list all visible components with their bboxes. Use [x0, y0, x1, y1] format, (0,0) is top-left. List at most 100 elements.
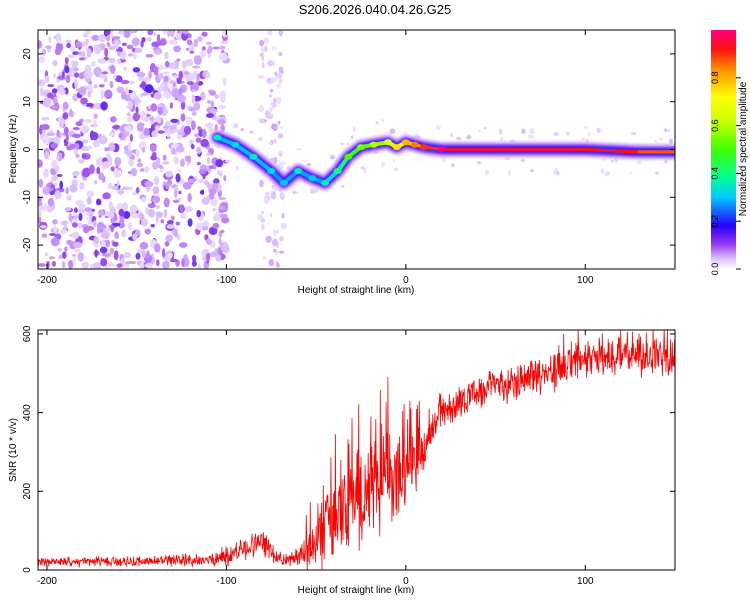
- noise-speckle: [201, 221, 208, 227]
- noise-speckle: [78, 57, 86, 61]
- ridge-peak: [213, 134, 222, 141]
- noise-speckle: [98, 209, 105, 216]
- noise-speckle: [249, 130, 254, 134]
- noise-speckle: [128, 221, 132, 231]
- noise-speckle: [195, 222, 203, 231]
- noise-speckle: [73, 214, 78, 220]
- noise-speckle: [215, 159, 223, 168]
- noise-speckle: [483, 126, 486, 130]
- noise-speckle: [69, 108, 73, 116]
- noise-speckle: [208, 165, 215, 170]
- noise-speckle: [206, 238, 212, 245]
- noise-speckle: [139, 168, 145, 172]
- noise-speckle: [196, 73, 200, 84]
- noise-speckle: [111, 185, 119, 191]
- noise-speckle: [138, 213, 145, 220]
- noise-speckle: [64, 65, 70, 74]
- noise-speckle: [128, 158, 135, 167]
- y-tick-label: 200: [22, 483, 33, 500]
- noise-speckle: [194, 133, 200, 138]
- noise-speckle: [414, 132, 419, 136]
- noise-speckle: [276, 229, 280, 234]
- noise-speckle: [223, 175, 227, 182]
- noise-speckle: [41, 233, 48, 238]
- noise-speckle: [72, 93, 79, 102]
- x-tick-label: -100: [216, 275, 236, 286]
- noise-speckle: [381, 119, 385, 122]
- noise-speckle: [73, 242, 83, 249]
- ridge-peak: [308, 175, 317, 182]
- noise-speckle: [380, 161, 385, 168]
- noise-speckle: [178, 87, 183, 96]
- noise-speckle: [79, 118, 84, 123]
- noise-speckle: [83, 70, 93, 79]
- noise-speckle: [201, 31, 208, 37]
- noise-speckle: [263, 37, 269, 44]
- noise-speckle: [159, 168, 164, 173]
- noise-speckle: [156, 48, 161, 55]
- noise-speckle: [48, 256, 55, 260]
- noise-speckle: [104, 89, 113, 100]
- noise-speckle: [629, 171, 633, 174]
- noise-speckle: [208, 188, 217, 196]
- snr-plot-area: [38, 330, 675, 570]
- noise-speckle: [504, 156, 510, 161]
- noise-speckle: [170, 118, 179, 123]
- noise-speckle: [520, 158, 526, 163]
- noise-speckle: [566, 131, 570, 134]
- noise-speckle: [450, 132, 454, 138]
- noise-speckle: [313, 187, 319, 194]
- noise-speckle: [261, 223, 265, 231]
- noise-speckle: [122, 186, 130, 190]
- noise-speckle: [164, 51, 169, 60]
- y-tick-label: -20: [22, 237, 33, 252]
- noise-speckle: [205, 71, 211, 79]
- noise-speckle: [153, 65, 159, 76]
- noise-speckle: [62, 101, 69, 110]
- noise-speckle: [292, 190, 297, 194]
- noise-speckle: [271, 238, 278, 247]
- noise-speckle: [147, 203, 156, 209]
- noise-speckle: [273, 156, 278, 164]
- noise-speckle: [165, 234, 174, 242]
- noise-speckle: [72, 67, 79, 72]
- noise-speckle: [92, 262, 102, 269]
- noise-speckle: [99, 74, 108, 79]
- noise-speckle: [125, 86, 129, 95]
- noise-speckle: [669, 138, 673, 145]
- noise-speckle: [143, 166, 150, 173]
- noise-speckle: [200, 91, 206, 101]
- noise-speckle: [264, 45, 268, 52]
- noise-speckle: [47, 197, 54, 207]
- snr-x-axis: -200 -100 0 100: [37, 330, 594, 587]
- noise-speckle: [91, 208, 96, 212]
- noise-speckle: [219, 45, 226, 50]
- noise-speckle: [102, 192, 111, 200]
- colorbar-tick-label: 0.4: [710, 167, 720, 180]
- spectrogram-x-label: Height of straight line (km): [298, 285, 415, 296]
- noise-speckle: [93, 141, 100, 147]
- ridge-peak: [383, 139, 392, 146]
- noise-speckle: [340, 142, 344, 146]
- noise-speckle: [137, 248, 143, 254]
- noise-speckle: [154, 176, 159, 186]
- noise-speckle: [655, 171, 659, 175]
- noise-speckle: [169, 79, 174, 85]
- noise-speckle: [131, 37, 140, 47]
- noise-speckle: [145, 206, 149, 215]
- noise-speckle: [278, 79, 283, 84]
- noise-speckle: [306, 163, 312, 166]
- noise-speckle: [127, 101, 133, 110]
- noise-speckle: [144, 263, 153, 268]
- noise-speckle: [51, 175, 58, 182]
- noise-speckle: [389, 128, 396, 135]
- noise-speckle: [193, 102, 201, 111]
- noise-speckle: [148, 70, 152, 79]
- noise-speckle: [267, 113, 274, 120]
- noise-speckle: [272, 60, 276, 67]
- noise-speckle: [177, 168, 181, 173]
- noise-speckle: [158, 72, 164, 80]
- y-tick-label: -10: [22, 190, 33, 205]
- noise-speckle: [43, 168, 49, 178]
- noise-speckle: [144, 84, 154, 94]
